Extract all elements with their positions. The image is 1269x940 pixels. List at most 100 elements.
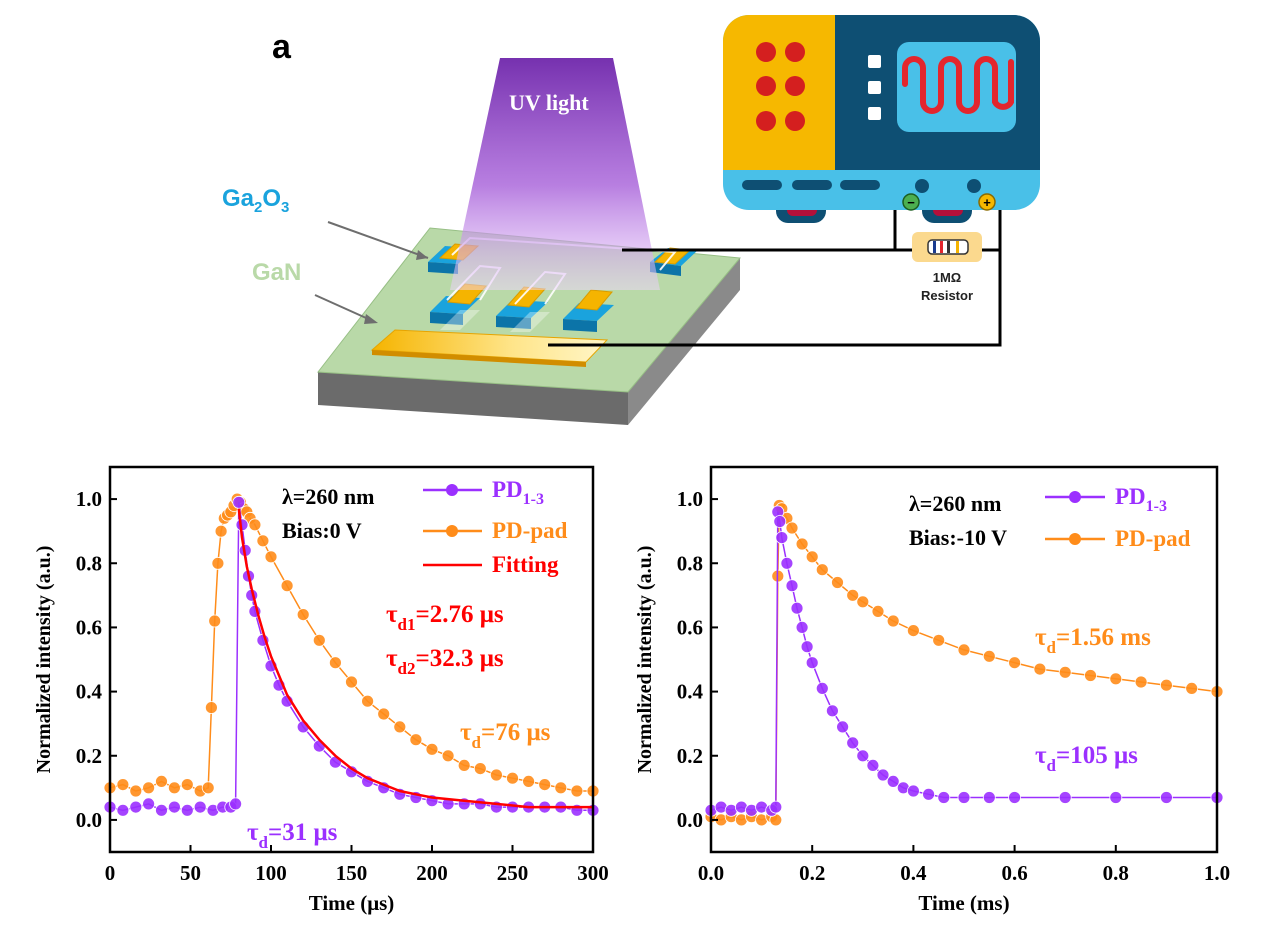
data-point bbox=[193, 800, 207, 814]
ga2o3-arrow bbox=[327, 221, 429, 259]
substrate-side-right bbox=[628, 258, 740, 425]
data-point bbox=[208, 614, 222, 628]
data-point bbox=[800, 640, 814, 654]
series-fitting bbox=[237, 508, 593, 809]
legend-marker bbox=[1069, 491, 1081, 503]
y-tick-label: 0.6 bbox=[76, 615, 102, 639]
legend-label: Fitting bbox=[492, 552, 559, 577]
data-point bbox=[785, 521, 799, 535]
y-tick-label: 0.4 bbox=[76, 680, 103, 704]
data-point bbox=[856, 749, 870, 763]
x-axis-label: Time (μs) bbox=[309, 891, 395, 915]
data-point bbox=[214, 524, 228, 538]
data-point bbox=[871, 605, 885, 618]
data-point bbox=[264, 550, 278, 564]
ga2o3-label: Ga2O3 bbox=[222, 185, 289, 216]
x-tick-label: 300 bbox=[577, 861, 609, 885]
data-point bbox=[773, 515, 787, 528]
data-point bbox=[204, 701, 218, 714]
data-point bbox=[795, 621, 809, 634]
x-tick-label: 50 bbox=[180, 861, 201, 885]
data-point bbox=[1134, 675, 1148, 689]
data-point bbox=[167, 800, 181, 814]
data-point bbox=[116, 803, 130, 817]
data-point bbox=[982, 649, 996, 663]
data-point bbox=[457, 759, 471, 772]
resistor-value: 1MΩ bbox=[933, 270, 961, 285]
data-point bbox=[866, 759, 880, 772]
data-point bbox=[775, 531, 789, 544]
data-point bbox=[1185, 682, 1199, 695]
chart-c: 0.0 0.2 0.4 0.6 0.8 1.0 0.0 0.2 0.4 0.6 0.8 1.0 Time… bbox=[634, 465, 1230, 915]
y-tick-label: 0.2 bbox=[76, 744, 102, 768]
y-tick-label: 0.0 bbox=[677, 808, 703, 832]
data-point bbox=[836, 720, 849, 734]
legend-marker bbox=[1069, 533, 1081, 545]
data-point bbox=[805, 550, 819, 564]
series-pd-pad bbox=[704, 499, 1224, 827]
data-point bbox=[1160, 678, 1173, 692]
data-point bbox=[1109, 672, 1123, 686]
device-schematic: UV light Ga2O3 GaN 1MΩ Resistor bbox=[222, 15, 1040, 425]
fit-line bbox=[237, 508, 593, 809]
data-point bbox=[180, 778, 194, 791]
data-point bbox=[790, 601, 804, 615]
terminal-positive bbox=[967, 179, 981, 193]
legend-label: PD1-3 bbox=[492, 477, 544, 508]
resistor-label: Resistor bbox=[921, 288, 973, 303]
data-point bbox=[155, 775, 168, 788]
data-point bbox=[248, 518, 262, 532]
data-point bbox=[815, 682, 829, 695]
data-point bbox=[846, 588, 860, 602]
legend-marker bbox=[446, 484, 458, 496]
source-meter: − + bbox=[723, 15, 1040, 223]
y-axis-label: Normalized intensity (a.u.) bbox=[634, 546, 656, 774]
data-point bbox=[907, 624, 920, 637]
data-point bbox=[1160, 791, 1173, 804]
series-pd1-3 bbox=[704, 505, 1224, 817]
data-point bbox=[886, 614, 900, 628]
data-point bbox=[142, 781, 156, 795]
data-point bbox=[361, 694, 375, 708]
indicator-dots bbox=[756, 42, 805, 131]
data-point bbox=[846, 736, 860, 750]
data-point bbox=[1008, 656, 1021, 670]
terminal-negative bbox=[915, 179, 929, 193]
x-tick-label: 1.0 bbox=[1204, 861, 1230, 885]
y-tick-label: 1.0 bbox=[76, 487, 102, 511]
legend-label: PD1-3 bbox=[1115, 484, 1167, 515]
data-point bbox=[201, 781, 215, 795]
data-point bbox=[129, 784, 143, 798]
data-point bbox=[795, 537, 809, 551]
data-point bbox=[441, 749, 455, 763]
y-tick-label: 0.6 bbox=[677, 615, 703, 639]
data-point bbox=[256, 534, 270, 548]
legend-label: PD-pad bbox=[1115, 526, 1191, 551]
x-tick-label: 150 bbox=[336, 861, 368, 885]
data-point bbox=[116, 778, 130, 791]
tau-d1-annotation: τd1=2.76 μs bbox=[386, 601, 504, 634]
tau-pad-annotation: τd=1.56 ms bbox=[1035, 624, 1151, 657]
data-point bbox=[1033, 662, 1047, 676]
wavelength-annotation: λ=260 nm bbox=[909, 491, 1001, 516]
data-point bbox=[296, 608, 310, 621]
data-point bbox=[377, 707, 391, 721]
series-pd1-3 bbox=[103, 495, 600, 817]
data-point bbox=[982, 791, 996, 804]
chart-b: 0 50 100 150 200 250 300 0.0 0.2 0.4 0.6 0.8 1.0 Time… bbox=[33, 465, 609, 915]
data-point bbox=[780, 556, 794, 570]
data-point bbox=[312, 633, 326, 647]
data-point bbox=[312, 739, 326, 753]
data-point bbox=[155, 803, 168, 817]
legend-marker bbox=[446, 525, 458, 537]
data-point bbox=[554, 781, 568, 795]
data-point bbox=[211, 556, 225, 570]
legend-label: PD-pad bbox=[492, 518, 568, 543]
x-tick-label: 0 bbox=[105, 861, 116, 885]
x-axis-label: Time (ms) bbox=[918, 891, 1009, 915]
data-point bbox=[769, 800, 783, 814]
data-point bbox=[826, 704, 839, 718]
data-point bbox=[922, 787, 935, 801]
data-point bbox=[522, 775, 535, 788]
